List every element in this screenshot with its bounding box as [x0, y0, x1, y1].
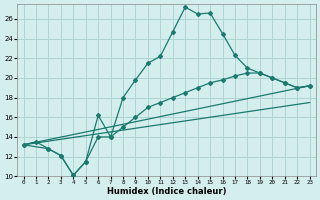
- X-axis label: Humidex (Indice chaleur): Humidex (Indice chaleur): [107, 187, 226, 196]
